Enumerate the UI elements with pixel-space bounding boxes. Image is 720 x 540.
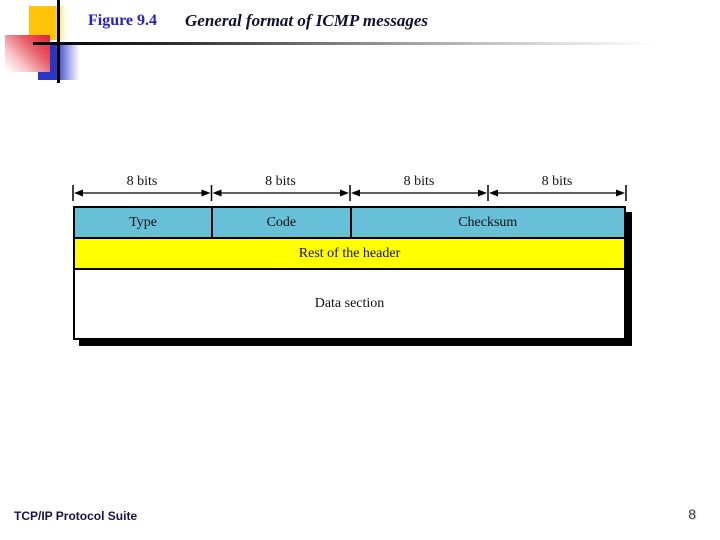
decoration-red-square <box>5 35 50 72</box>
dimension-arrows <box>72 185 627 201</box>
footer-title: TCP/IP Protocol Suite <box>14 509 138 523</box>
page-number: 8 <box>688 506 696 522</box>
bit-width-label-2: 8 bits <box>265 174 296 189</box>
data-section-row: Data section <box>75 268 624 338</box>
icmp-format-diagram: Type Code Checksum Rest of the header Da… <box>73 206 626 340</box>
rest-of-header-row: Rest of the header <box>75 237 624 268</box>
decoration-yellow-square <box>29 6 67 40</box>
figure-number-label: Figure 9.4 <box>88 12 158 29</box>
figure-caption: General format of ICMP messages <box>185 11 429 30</box>
header-fields-row: Type Code Checksum <box>75 208 624 237</box>
bit-width-label-3: 8 bits <box>403 174 435 189</box>
title-divider-rule <box>33 42 670 45</box>
field-type-cell: Type <box>75 208 214 237</box>
decoration-vertical-line <box>57 0 60 83</box>
bit-width-label-4: 8 bits <box>541 174 573 189</box>
bit-width-label-1: 8 bits <box>126 174 158 189</box>
field-code-cell: Code <box>213 208 352 237</box>
field-checksum-cell: Checksum <box>458 214 518 230</box>
